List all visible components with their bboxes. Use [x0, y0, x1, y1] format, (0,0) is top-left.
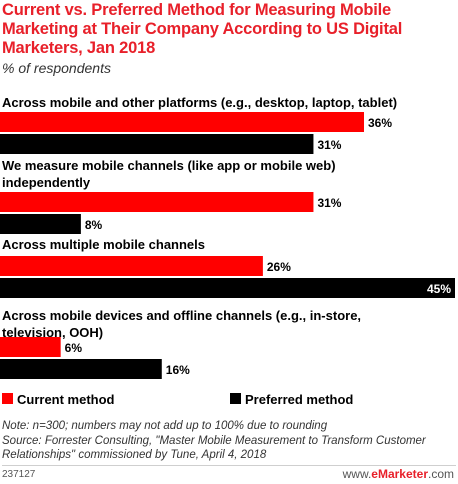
legend-swatch [230, 393, 241, 404]
data-label: 45% [427, 282, 451, 296]
data-label: 16% [166, 363, 190, 377]
legend-label: Current method [17, 392, 115, 407]
bar-chart: Across mobile and other platforms (e.g.,… [0, 95, 455, 407]
preferred-method-bar [0, 134, 314, 154]
preferred-method-bar [0, 214, 81, 234]
category-label: Across mobile and other platforms (e.g.,… [2, 95, 397, 110]
legend-swatch [2, 393, 13, 404]
preferred-method-bar [0, 278, 455, 298]
category-label: Across multiple mobile channels [2, 237, 205, 252]
data-label: 31% [317, 196, 341, 210]
data-label: 8% [85, 218, 103, 232]
footer-divider [2, 465, 456, 466]
current-method-bar [0, 256, 263, 276]
category-label: independently [2, 175, 91, 190]
current-method-bar [0, 337, 61, 357]
brand-prefix: www. [342, 467, 372, 481]
chart-id: 237127 [2, 469, 36, 480]
chart-subtitle: % of respondents [2, 60, 111, 76]
current-method-bar [0, 192, 314, 212]
source-text: Source: Forrester Consulting, "Master Mo… [2, 434, 426, 462]
category-label: Across mobile devices and offline channe… [2, 308, 361, 323]
chart-title: Current vs. Preferred Method for Measuri… [2, 1, 403, 57]
brand-link[interactable]: www.eMarketer.com [343, 467, 454, 481]
brand-suffix: .com [427, 467, 454, 481]
legend-label: Preferred method [245, 392, 353, 407]
category-label: television, OOH) [2, 325, 103, 340]
data-label: 31% [317, 138, 341, 152]
note-text: Note: n=300; numbers may not add up to 1… [2, 420, 328, 432]
data-label: 36% [368, 116, 392, 130]
preferred-method-bar [0, 359, 162, 379]
data-label: 6% [65, 341, 83, 355]
current-method-bar [0, 112, 364, 132]
chart-notes: Note: n=300; numbers may not add up to 1… [2, 419, 454, 463]
data-label: 26% [267, 260, 291, 274]
category-label: We measure mobile channels (like app or … [2, 158, 336, 173]
brand-name: eMarketer [371, 467, 428, 481]
